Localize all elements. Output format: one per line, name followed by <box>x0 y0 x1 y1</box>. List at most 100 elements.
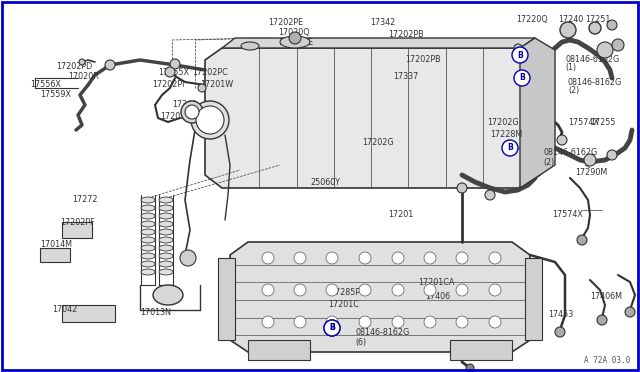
Circle shape <box>584 154 596 166</box>
Circle shape <box>392 252 404 264</box>
Text: 17290M: 17290M <box>575 168 607 177</box>
Circle shape <box>79 59 85 65</box>
Text: 17202G: 17202G <box>487 118 518 127</box>
Text: 08146-8162G: 08146-8162G <box>568 78 622 87</box>
Text: A 72A 03.0: A 72A 03.0 <box>584 356 630 365</box>
Ellipse shape <box>141 245 155 251</box>
Circle shape <box>262 284 274 296</box>
Circle shape <box>359 316 371 328</box>
Text: B: B <box>507 144 513 153</box>
Text: 17341: 17341 <box>172 100 197 109</box>
Text: 17559X: 17559X <box>40 90 71 99</box>
Text: 17574X: 17574X <box>552 210 583 219</box>
Polygon shape <box>205 48 540 188</box>
Circle shape <box>489 252 501 264</box>
Circle shape <box>612 39 624 51</box>
Text: 17202PE: 17202PE <box>278 38 313 47</box>
Circle shape <box>424 316 436 328</box>
Circle shape <box>165 67 175 77</box>
Text: 17202PB: 17202PB <box>405 55 440 64</box>
Text: 17285P: 17285P <box>330 288 360 297</box>
Text: 17406: 17406 <box>425 292 450 301</box>
Ellipse shape <box>159 213 173 219</box>
Text: 17255: 17255 <box>590 118 616 127</box>
Circle shape <box>326 284 338 296</box>
Polygon shape <box>40 248 70 262</box>
Circle shape <box>359 252 371 264</box>
Circle shape <box>456 252 468 264</box>
Circle shape <box>560 22 576 38</box>
Text: 17201W: 17201W <box>200 80 233 89</box>
Text: 17220Q: 17220Q <box>516 15 548 24</box>
Polygon shape <box>248 340 310 360</box>
Ellipse shape <box>159 205 173 211</box>
Circle shape <box>502 140 518 156</box>
Ellipse shape <box>141 237 155 243</box>
Ellipse shape <box>191 101 229 139</box>
Text: 17202PE: 17202PE <box>268 18 303 27</box>
Ellipse shape <box>141 197 155 203</box>
Text: 17202PC: 17202PC <box>192 68 228 77</box>
Circle shape <box>105 60 115 70</box>
Text: 17201: 17201 <box>388 210 413 219</box>
Circle shape <box>557 135 567 145</box>
Text: (1): (1) <box>565 63 576 72</box>
Ellipse shape <box>159 245 173 251</box>
Text: 17202PF: 17202PF <box>60 218 95 227</box>
Text: (2): (2) <box>568 86 579 95</box>
Circle shape <box>326 316 338 328</box>
Circle shape <box>170 59 180 69</box>
Circle shape <box>326 252 338 264</box>
Text: 17202PD: 17202PD <box>56 62 92 71</box>
Text: 17042: 17042 <box>52 305 77 314</box>
Circle shape <box>607 20 617 30</box>
Circle shape <box>294 316 306 328</box>
Text: 08146-6162G: 08146-6162G <box>543 148 597 157</box>
Text: 17201C: 17201C <box>328 300 359 309</box>
Text: 17202G: 17202G <box>362 138 394 147</box>
Text: (2): (2) <box>543 158 554 167</box>
Polygon shape <box>62 222 92 238</box>
Circle shape <box>262 316 274 328</box>
Text: 17574X: 17574X <box>568 118 599 127</box>
Circle shape <box>289 32 301 44</box>
Polygon shape <box>218 258 235 340</box>
Text: 08146-8162G: 08146-8162G <box>355 328 409 337</box>
Text: 17240: 17240 <box>558 15 583 24</box>
Text: 17202PI: 17202PI <box>152 80 184 89</box>
Text: B: B <box>329 324 335 333</box>
Ellipse shape <box>159 269 173 275</box>
Ellipse shape <box>159 197 173 203</box>
Circle shape <box>607 150 617 160</box>
Circle shape <box>294 284 306 296</box>
Circle shape <box>456 316 468 328</box>
Ellipse shape <box>141 221 155 227</box>
Text: B: B <box>519 74 525 83</box>
Polygon shape <box>62 305 115 322</box>
Text: B: B <box>329 324 335 333</box>
Text: 17020R: 17020R <box>68 72 99 81</box>
Text: 17020Q: 17020Q <box>278 28 310 37</box>
Text: 17556X: 17556X <box>30 80 61 89</box>
Polygon shape <box>520 38 555 188</box>
Circle shape <box>514 70 530 86</box>
Circle shape <box>597 315 607 325</box>
Polygon shape <box>450 340 512 360</box>
Circle shape <box>180 250 196 266</box>
Text: 17202PC: 17202PC <box>160 112 196 121</box>
Text: 17014M: 17014M <box>40 240 72 249</box>
Text: (6): (6) <box>355 338 366 347</box>
Text: 17201CA: 17201CA <box>418 278 454 287</box>
Circle shape <box>489 284 501 296</box>
Ellipse shape <box>181 101 203 123</box>
Circle shape <box>392 284 404 296</box>
Circle shape <box>324 320 340 336</box>
Circle shape <box>424 284 436 296</box>
Text: 17202PB: 17202PB <box>388 30 424 39</box>
Circle shape <box>597 42 613 58</box>
Text: 17272: 17272 <box>72 195 97 204</box>
Ellipse shape <box>141 229 155 235</box>
Ellipse shape <box>141 253 155 259</box>
Circle shape <box>589 22 601 34</box>
Ellipse shape <box>141 213 155 219</box>
